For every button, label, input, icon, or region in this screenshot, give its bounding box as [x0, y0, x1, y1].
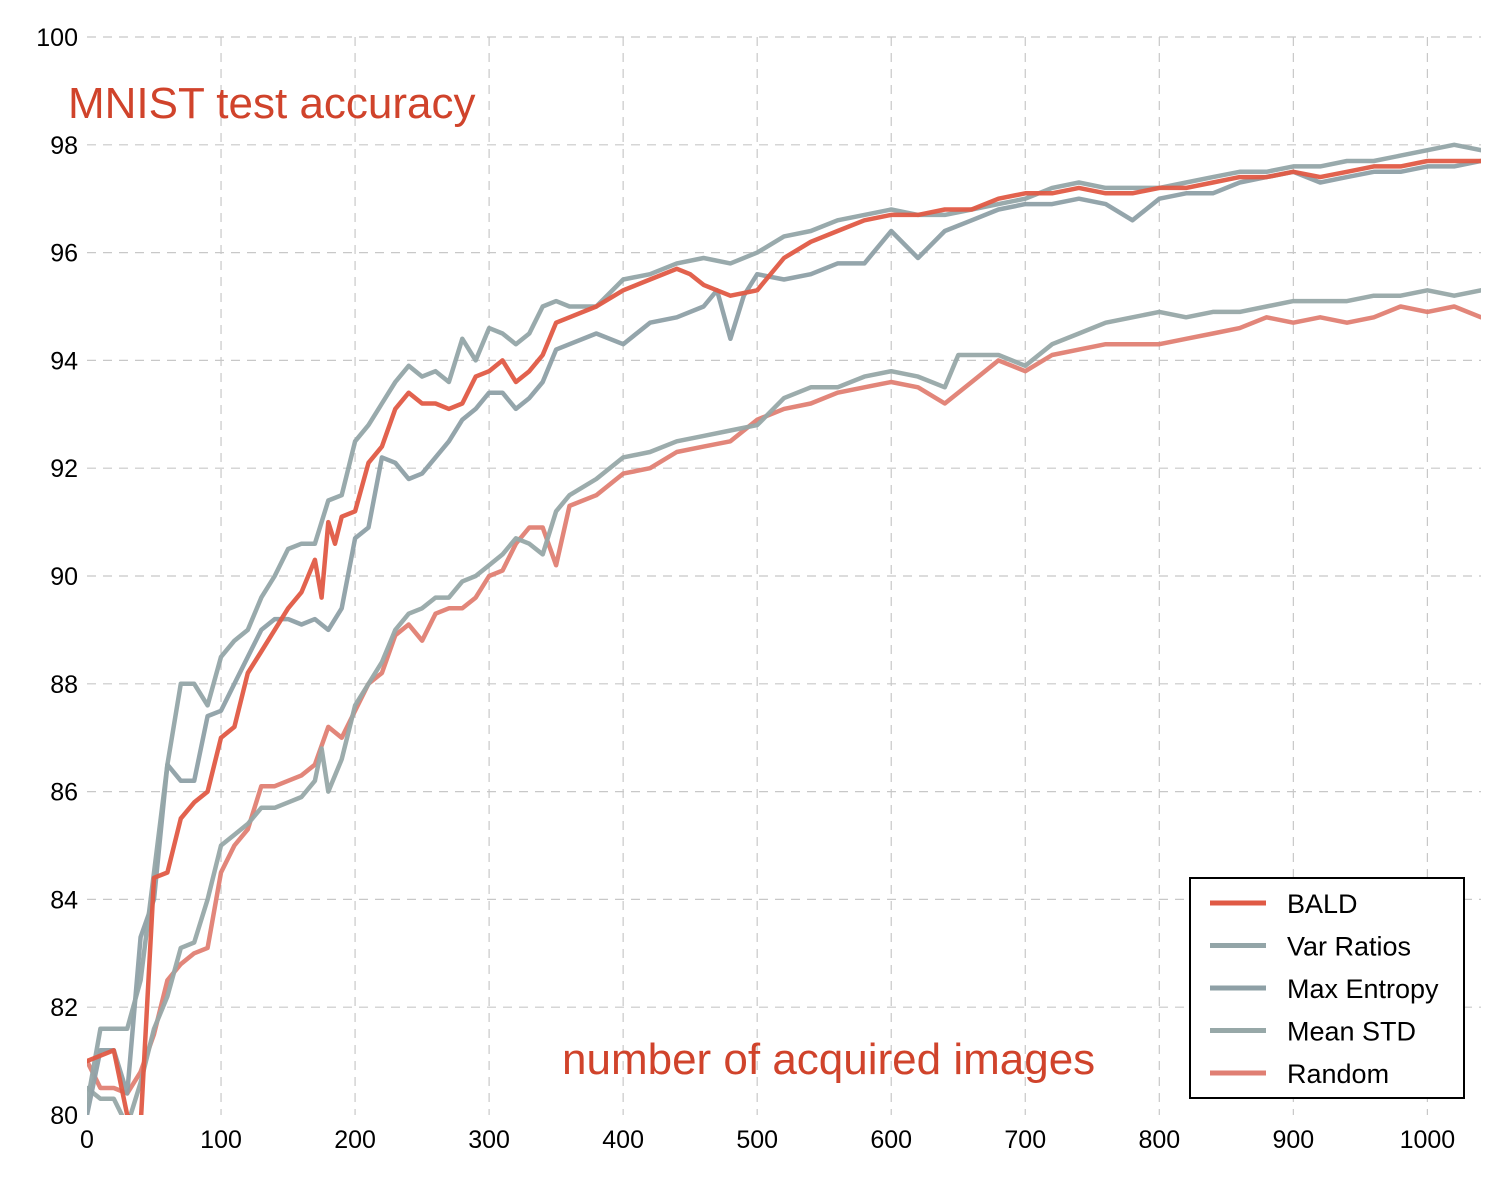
x-tick-label: 100: [200, 1126, 242, 1154]
y-tick-label: 100: [36, 24, 78, 52]
x-tick-label: 900: [1272, 1126, 1314, 1154]
y-tick-label: 96: [50, 240, 78, 268]
tick-labels: 0 100 200 300 400 500 600 700 800 900 1000 80 82 84 86…: [36, 24, 1455, 1154]
legend: BALD Var Ratios Max Entropy Mean STD Random: [1189, 877, 1465, 1099]
x-tick-label: 300: [468, 1126, 510, 1154]
x-tick-label: 0: [80, 1126, 94, 1154]
x-tick-label: 600: [870, 1126, 912, 1154]
chart-title: MNIST test accuracy: [68, 79, 476, 128]
y-tick-label: 84: [50, 886, 78, 914]
y-tick-label: 86: [50, 779, 78, 807]
x-tick-label: 800: [1138, 1126, 1180, 1154]
x-tick-label: 500: [736, 1126, 778, 1154]
series-layer: [87, 142, 1481, 1115]
series-line-mean-std: [87, 288, 1481, 1115]
series-line-max-entropy: [87, 158, 1481, 1115]
legend-label: Var Ratios: [1287, 932, 1411, 962]
y-tick-label: 88: [50, 671, 78, 699]
x-tick-label: 1000: [1400, 1126, 1456, 1154]
y-tick-label: 90: [50, 563, 78, 591]
y-tick-label: 82: [50, 994, 78, 1022]
series-line-random: [87, 304, 1481, 1096]
x-tick-label: 400: [602, 1126, 644, 1154]
y-tick-label: 80: [50, 1102, 78, 1130]
y-tick-label: 94: [50, 347, 78, 375]
legend-label: BALD: [1287, 889, 1358, 919]
x-tick-label: 700: [1004, 1126, 1046, 1154]
legend-label: Max Entropy: [1287, 974, 1439, 1004]
x-tick-label: 200: [334, 1126, 376, 1154]
legend-label: Mean STD: [1287, 1017, 1416, 1047]
series-line-bald: [87, 158, 1481, 1115]
x-axis-label: number of acquired images: [562, 1035, 1095, 1084]
legend-label: Random: [1287, 1059, 1389, 1089]
y-tick-label: 92: [50, 455, 78, 483]
y-tick-label: 98: [50, 132, 78, 160]
series-group: [87, 142, 1481, 1115]
